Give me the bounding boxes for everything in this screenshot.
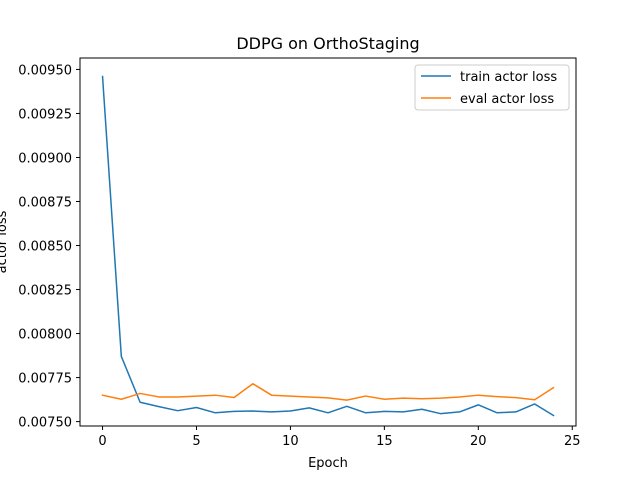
x-axis: 0 5 10 15 20 25 — [98, 426, 581, 449]
y-tick-label: 0.00750 — [18, 416, 72, 431]
chart-title: DDPG on OrthoStaging — [236, 34, 419, 53]
y-tick-label: 0.00825 — [18, 284, 72, 299]
y-tick-label: 0.00775 — [18, 372, 72, 387]
plot-frame — [79, 57, 577, 427]
series-line-0 — [101, 75, 555, 417]
legend-label-1: eval actor loss — [460, 92, 554, 107]
y-axis: 0.00750 0.00775 0.00800 0.00825 0.00850 0.008… — [18, 63, 80, 431]
x-tick-label: 20 — [470, 434, 487, 449]
x-tick-label: 10 — [282, 434, 299, 449]
y-tick-label: 0.00950 — [18, 63, 72, 78]
x-tick-label: 5 — [192, 434, 200, 449]
legend: train actor loss eval actor loss — [414, 64, 570, 111]
y-tick-label: 0.00900 — [18, 151, 72, 166]
y-axis-label: actor loss — [0, 210, 10, 273]
x-axis-label: Epoch — [308, 456, 348, 471]
x-tick-label: 25 — [564, 434, 581, 449]
y-tick-label: 0.00800 — [18, 328, 72, 343]
legend-box — [414, 64, 570, 111]
x-tick-label: 15 — [376, 434, 393, 449]
y-tick-label: 0.00875 — [18, 196, 72, 211]
y-tick-label: 0.00850 — [18, 240, 72, 255]
series-line-1 — [101, 382, 555, 401]
plot-series — [101, 75, 555, 417]
y-tick-label: 0.00925 — [18, 107, 72, 122]
legend-label-0: train actor loss — [460, 70, 557, 85]
x-tick-label: 0 — [98, 434, 106, 449]
